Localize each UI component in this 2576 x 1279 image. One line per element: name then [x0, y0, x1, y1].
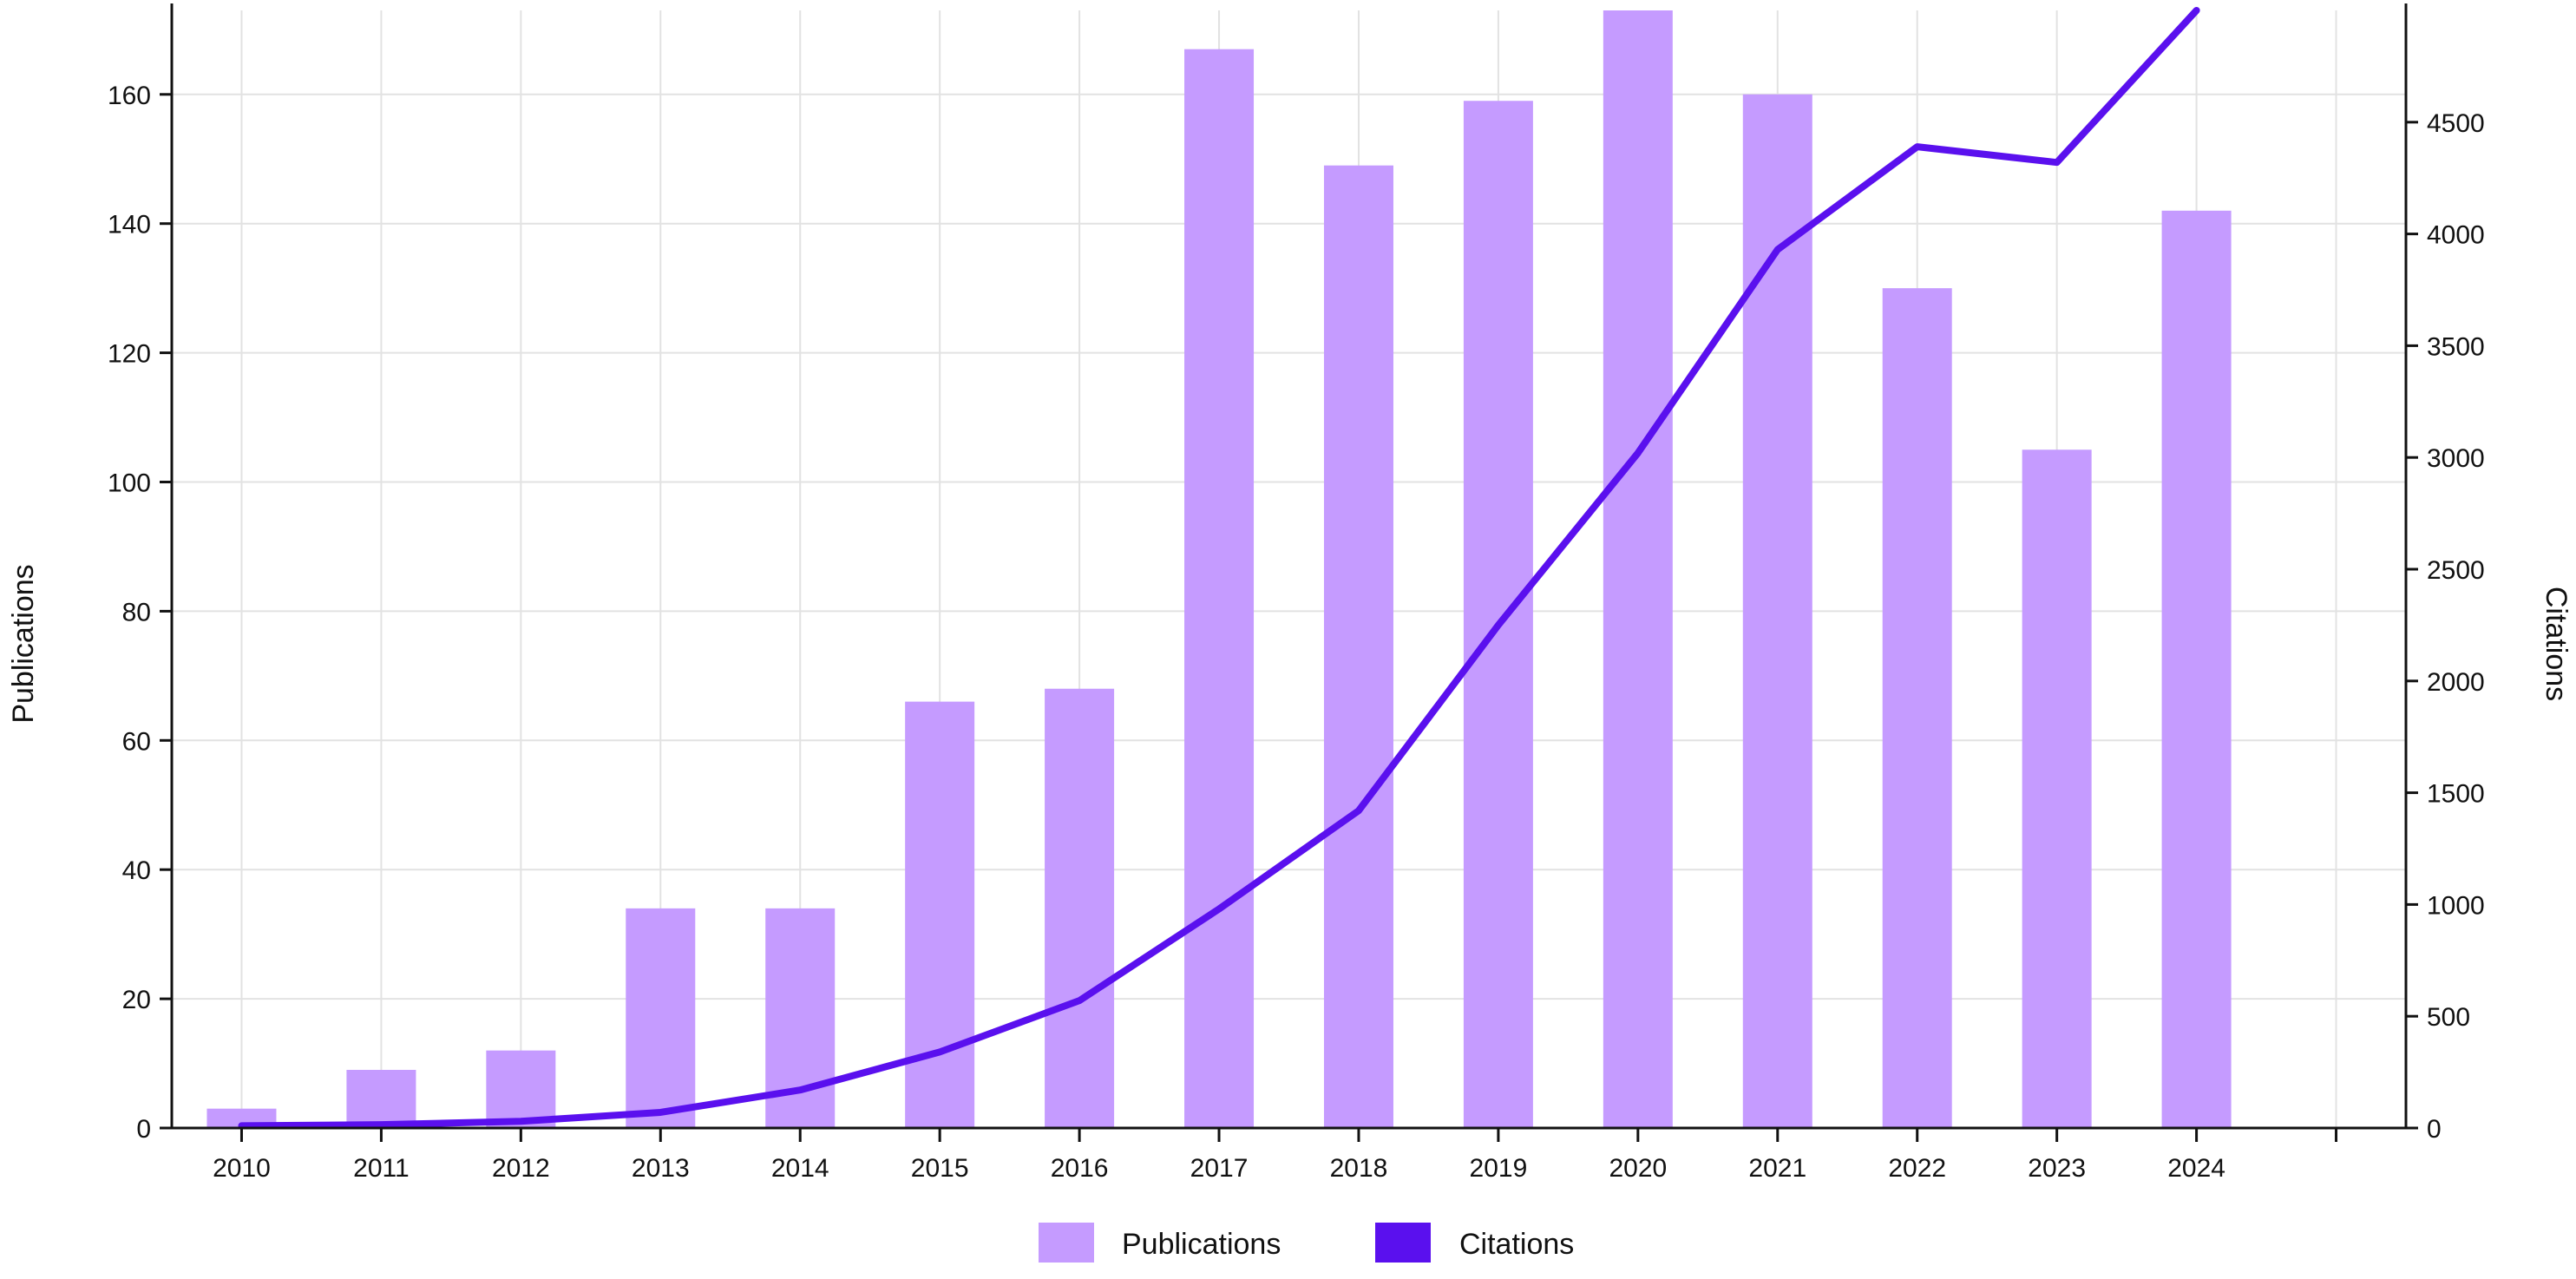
left-tick-label: 120: [108, 340, 151, 369]
left-axis-title: Publications: [7, 564, 40, 723]
x-tick-label: 2021: [1748, 1154, 1806, 1183]
right-tick-label: 0: [2427, 1115, 2442, 1144]
left-tick-label: 20: [122, 986, 151, 1014]
left-tick-label: 100: [108, 469, 151, 497]
right-tick-label: 2500: [2427, 556, 2485, 585]
left-tick-label: 140: [108, 211, 151, 239]
bar-2012: [486, 1050, 556, 1128]
left-tick-label: 40: [122, 856, 151, 885]
x-tick-label: 2018: [1330, 1154, 1388, 1183]
bar-2020: [1603, 10, 1673, 1128]
right-tick-label: 500: [2427, 1003, 2470, 1032]
x-tick-label: 2012: [492, 1154, 550, 1183]
right-tick-label: 4000: [2427, 221, 2485, 250]
x-tick-label: 2024: [2167, 1154, 2225, 1183]
citations-line: [238, 7, 2200, 1130]
bar-2015: [905, 701, 975, 1128]
bar-2022: [1882, 288, 1952, 1128]
tick-labels: 0 20 40 60 80 100 120 140 160 0 500 1000 1500 2000 250…: [108, 82, 2485, 1183]
bar-2021: [1742, 94, 1812, 1128]
x-tick-label: 2015: [911, 1154, 969, 1183]
publications-bars: [206, 10, 2232, 1129]
bar-2018: [1323, 165, 1393, 1128]
left-tick-label: 160: [108, 82, 151, 110]
right-tick-label: 3500: [2427, 332, 2485, 361]
citations-line-layer: [238, 7, 2200, 1130]
bar-2016: [1045, 688, 1115, 1128]
bar-2023: [2022, 449, 2092, 1128]
legend: Publications Citations: [1039, 1223, 1574, 1263]
right-tick-label: 1000: [2427, 891, 2485, 920]
x-tick-label: 2014: [771, 1154, 829, 1183]
legend-swatch-publications: [1039, 1223, 1094, 1263]
right-tick-label: 3000: [2427, 444, 2485, 473]
right-tick-label: 2000: [2427, 668, 2485, 697]
bar-2013: [626, 908, 696, 1128]
x-tick-label: 2023: [2028, 1154, 2086, 1183]
left-tick-label: 80: [122, 598, 151, 626]
left-tick-label: 0: [136, 1115, 151, 1144]
bar-2024: [2161, 210, 2232, 1128]
x-tick-label: 2016: [1051, 1154, 1109, 1183]
x-tick-label: 2022: [1888, 1154, 1946, 1183]
legend-label-citations: Citations: [1459, 1228, 1574, 1261]
bar-2017: [1184, 49, 1255, 1128]
x-tick-label: 2013: [632, 1154, 690, 1183]
legend-label-publications: Publications: [1122, 1228, 1281, 1261]
right-tick-label: 1500: [2427, 780, 2485, 809]
x-tick-label: 2010: [213, 1154, 271, 1183]
x-tick-label: 2017: [1190, 1154, 1249, 1183]
bar-2011: [346, 1069, 416, 1128]
axes: [160, 3, 2418, 1142]
right-axis-title: Citations: [2540, 587, 2573, 701]
x-tick-label: 2011: [353, 1154, 410, 1183]
x-tick-label: 2020: [1609, 1154, 1667, 1183]
left-tick-label: 60: [122, 727, 151, 756]
right-tick-label: 4500: [2427, 109, 2485, 138]
legend-swatch-citations: [1375, 1223, 1431, 1263]
x-tick-label: 2019: [1470, 1154, 1528, 1183]
bar-2019: [1463, 101, 1533, 1129]
